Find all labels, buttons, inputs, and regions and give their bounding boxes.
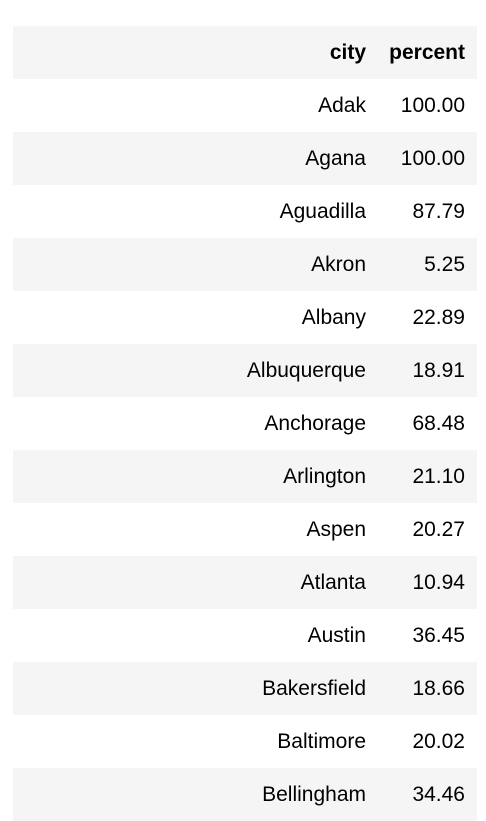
city-cell: Atlanta [13, 556, 366, 609]
percent-cell: 18.66 [366, 662, 477, 715]
table-row: Akron 5.25 [13, 238, 477, 291]
percent-cell: 34.46 [366, 768, 477, 821]
table-row: Bakersfield 18.66 [13, 662, 477, 715]
table-row: Aguadilla 87.79 [13, 185, 477, 238]
city-cell: Bellingham [13, 768, 366, 821]
column-header-city: city [13, 26, 366, 79]
percent-cell: 18.91 [366, 344, 477, 397]
percent-cell: 5.25 [366, 238, 477, 291]
city-cell: Agana [13, 132, 366, 185]
city-cell: Albuquerque [13, 344, 366, 397]
percent-cell: 100.00 [366, 79, 477, 132]
city-cell: Bakersfield [13, 662, 366, 715]
table-row: Agana 100.00 [13, 132, 477, 185]
table-row: Atlanta 10.94 [13, 556, 477, 609]
table-row: Aspen 20.27 [13, 503, 477, 556]
table-row: Bellingham 34.46 [13, 768, 477, 821]
table-row: Adak 100.00 [13, 79, 477, 132]
table-row: Arlington 21.10 [13, 450, 477, 503]
city-cell: Arlington [13, 450, 366, 503]
column-header-percent: percent [366, 26, 477, 79]
percent-cell: 100.00 [366, 132, 477, 185]
percent-cell: 20.27 [366, 503, 477, 556]
city-percent-table: city percent Adak 100.00 Agana 100.00 Ag… [13, 26, 477, 821]
city-cell: Akron [13, 238, 366, 291]
table-row: Albuquerque 18.91 [13, 344, 477, 397]
dataframe-container: city percent Adak 100.00 Agana 100.00 Ag… [13, 26, 477, 821]
table-row: Albany 22.89 [13, 291, 477, 344]
percent-cell: 20.02 [366, 715, 477, 768]
percent-cell: 21.10 [366, 450, 477, 503]
table-row: Baltimore 20.02 [13, 715, 477, 768]
percent-cell: 68.48 [366, 397, 477, 450]
city-cell: Baltimore [13, 715, 366, 768]
city-cell: Adak [13, 79, 366, 132]
table-row: Austin 36.45 [13, 609, 477, 662]
city-cell: Anchorage [13, 397, 366, 450]
city-cell: Aspen [13, 503, 366, 556]
table-row: Anchorage 68.48 [13, 397, 477, 450]
percent-cell: 87.79 [366, 185, 477, 238]
percent-cell: 10.94 [366, 556, 477, 609]
percent-cell: 22.89 [366, 291, 477, 344]
city-cell: Aguadilla [13, 185, 366, 238]
city-cell: Albany [13, 291, 366, 344]
header-row: city percent [13, 26, 477, 79]
city-cell: Austin [13, 609, 366, 662]
percent-cell: 36.45 [366, 609, 477, 662]
